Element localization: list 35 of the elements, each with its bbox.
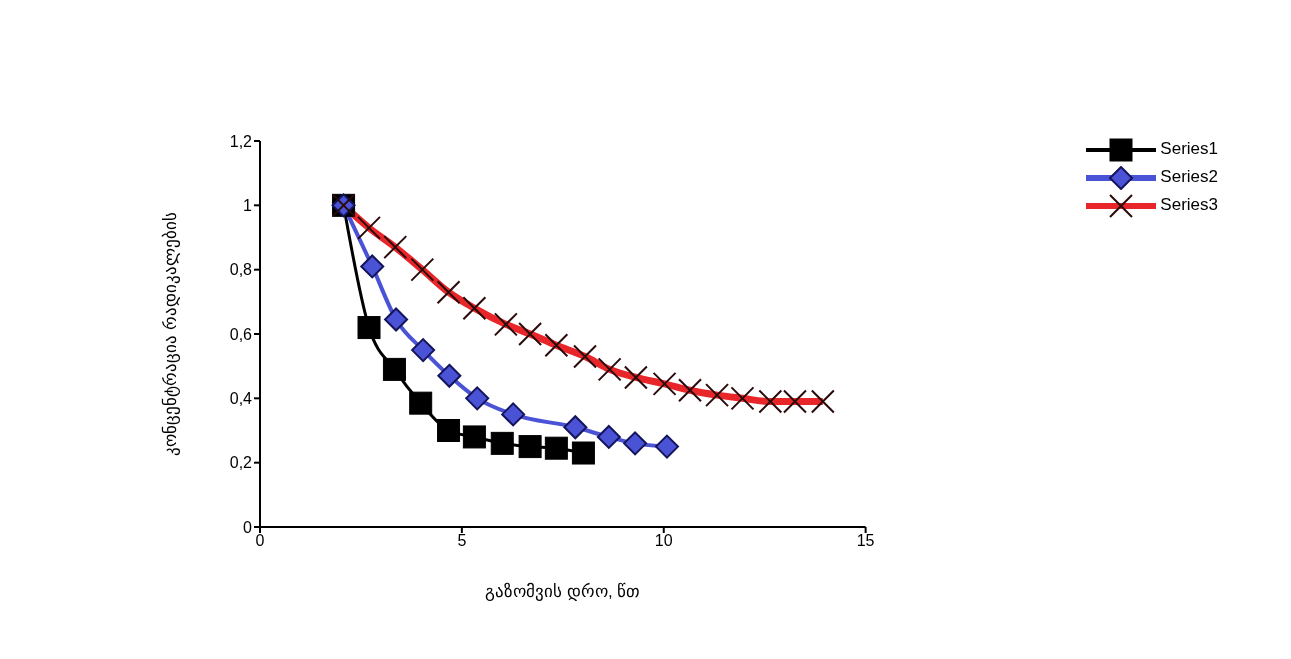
point (437, 363, 462, 388)
point (571, 441, 595, 465)
x-axis-title: გაზომვის დრო, წთ (485, 582, 641, 602)
y-tick-label: 1,2 (229, 132, 253, 150)
y-tick-label: 0,8 (229, 261, 253, 279)
point (596, 424, 621, 449)
point (382, 357, 406, 381)
point (465, 386, 490, 411)
point (501, 402, 526, 427)
point (437, 419, 461, 442)
legend-label: Series3 (1160, 195, 1218, 215)
y-tick-label: 0,6 (229, 325, 253, 343)
point (384, 307, 409, 332)
point (518, 435, 542, 459)
y-tick-label: 0 (243, 518, 253, 536)
point (409, 391, 433, 415)
x-tick-label: 0 (255, 532, 265, 550)
point (563, 415, 588, 440)
legend-label: Series2 (1160, 167, 1218, 187)
point (623, 431, 648, 456)
point (411, 338, 436, 363)
point (490, 431, 514, 455)
point (544, 436, 568, 460)
y-tick-label: 1 (243, 197, 253, 215)
legend-label: Series1 (1160, 139, 1218, 159)
point (654, 434, 679, 459)
x-tick-label: 15 (856, 532, 875, 550)
y-axis-title: კონცენტრაცია რადიკალების (161, 212, 182, 456)
y-tick-label: 0,2 (229, 454, 253, 472)
x-tick-label: 10 (654, 532, 673, 550)
point (357, 316, 381, 340)
point (462, 425, 486, 449)
point (360, 254, 385, 279)
y-tick-label: 0,4 (229, 390, 253, 408)
x-tick-label: 5 (457, 532, 467, 550)
